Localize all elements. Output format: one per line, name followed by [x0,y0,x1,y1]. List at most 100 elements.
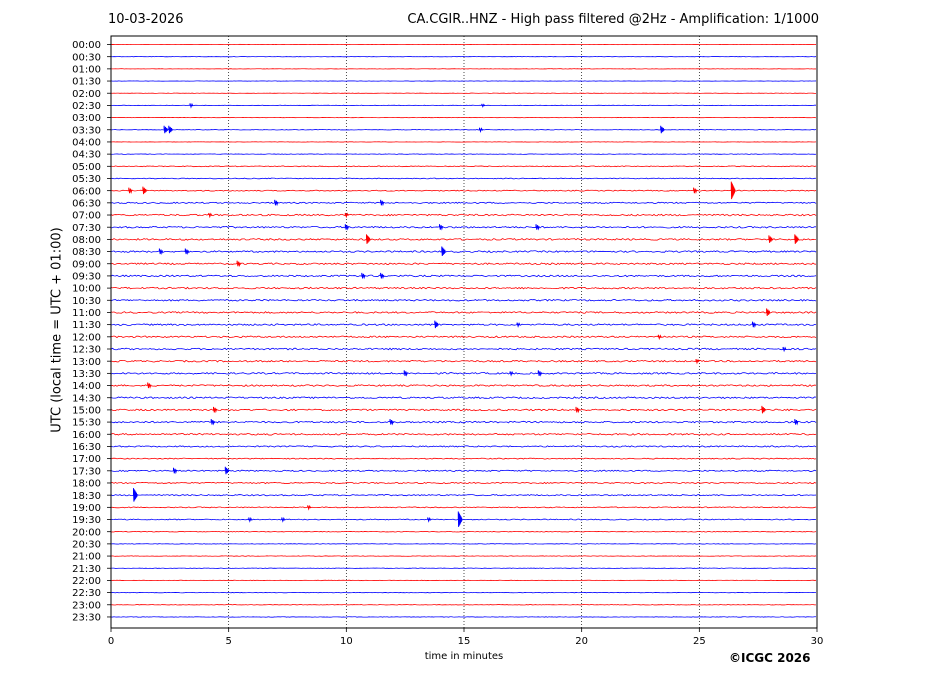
y-tick-label-0730: 07:30 [72,223,101,234]
y-tick-label-2200: 22:00 [72,576,101,587]
y-tick-label-0830: 08:30 [72,247,101,258]
y-tick-label-1030: 10:30 [72,296,101,307]
event-46 [307,504,312,511]
y-tick-label-1000: 10:00 [72,284,101,295]
trace-1000 [110,286,817,290]
event-0 [189,102,194,109]
event-38 [575,406,580,414]
trace-1100 [110,311,817,314]
trace-0530 [110,177,817,180]
y-tick-label-2030: 20:30 [72,539,101,550]
y-tick-label-0400: 04:00 [72,138,101,149]
y-tick-label-1830: 18:30 [72,491,101,502]
y-tick-label-0030: 00:30 [72,52,101,63]
trace-0800 [110,238,817,241]
event-9 [730,181,736,200]
y-tick-label-0930: 09:30 [72,272,101,283]
y-tick-label-1930: 19:30 [72,515,101,526]
event-19 [794,234,799,244]
event-10 [274,199,279,207]
event-8 [693,187,698,195]
trace-1400 [110,384,817,387]
y-tick-label-1600: 16:00 [72,430,101,441]
event-35 [537,370,542,377]
y-tick-label-1300: 13:00 [72,357,101,368]
event-40 [210,419,215,426]
y-tick-label-1730: 17:30 [72,466,101,477]
event-49 [427,517,432,523]
event-3 [168,125,173,134]
event-20 [158,248,164,255]
x-tick-label-30: 30 [811,636,824,647]
y-tick-label-0630: 06:30 [72,198,101,209]
trace-0900 [110,262,817,266]
trace-1300 [110,359,817,363]
y-tick-label-0700: 07:00 [72,211,101,222]
event-4 [479,127,483,134]
y-tick-label-1500: 15:00 [72,406,101,417]
y-tick-label-1400: 14:00 [72,381,101,392]
event-44 [224,466,230,475]
trace-1630 [110,445,817,448]
x-tick-label-20: 20 [575,636,588,647]
trace-0500 [110,165,817,168]
trace-0600 [110,189,817,192]
x-tick-label-10: 10 [340,636,353,647]
event-45 [133,488,138,502]
y-axis-label: UTC (local time = UTC + 01:00) [49,227,65,433]
event-33 [403,370,408,377]
trace-2000 [110,530,817,533]
event-37 [213,406,218,414]
y-tick-label-0330: 03:30 [72,125,101,136]
trace-1200 [110,335,817,339]
plot-frame [110,35,818,629]
trace-1530 [110,420,817,424]
y-tick-label-1130: 11:30 [72,320,101,331]
event-23 [236,260,241,268]
y-tick-label-0230: 02:30 [72,101,101,112]
event-7 [142,186,147,195]
event-26 [766,308,771,316]
trace-1930 [110,518,817,521]
y-tick-label-2230: 22:30 [72,588,101,599]
y-tick-label-0600: 06:00 [72,186,101,197]
event-18 [768,235,773,243]
trace-0930 [110,274,817,278]
y-tick-label-1800: 18:00 [72,479,101,490]
x-tick-label-15: 15 [458,636,471,647]
y-tick-label-0800: 08:00 [72,235,101,246]
x-tick-label-5: 5 [225,636,231,647]
event-14 [344,224,349,231]
y-tick-label-1200: 12:00 [72,332,101,343]
event-43 [173,467,178,475]
trace-1700 [110,457,817,460]
event-16 [535,224,540,231]
y-tick-label-0000: 00:00 [72,40,101,51]
y-tick-label-0100: 01:00 [72,64,101,75]
trace-1830 [110,493,817,497]
trace-1800 [110,481,817,485]
copyright-label: ©ICGC 2026 [729,651,811,665]
event-28 [516,322,521,328]
y-tick-label-0130: 01:30 [72,77,101,88]
trace-1330 [110,372,817,375]
event-15 [439,224,444,231]
event-5 [660,125,665,134]
y-tick-label-1900: 19:00 [72,503,101,514]
event-34 [509,370,514,377]
y-tick-label-1230: 12:30 [72,345,101,356]
event-2 [163,125,168,134]
y-tick-label-1100: 11:00 [72,308,101,319]
event-29 [752,321,757,329]
event-30 [657,334,662,341]
y-tick-label-2100: 21:00 [72,552,101,563]
event-41 [389,419,394,426]
event-13 [344,212,349,219]
event-48 [281,517,286,523]
y-tick-label-1530: 15:30 [72,418,101,429]
y-tick-label-1430: 14:30 [72,393,101,404]
event-50 [457,511,463,527]
record-date: 10-03-2026 [108,12,184,27]
event-27 [434,320,439,329]
